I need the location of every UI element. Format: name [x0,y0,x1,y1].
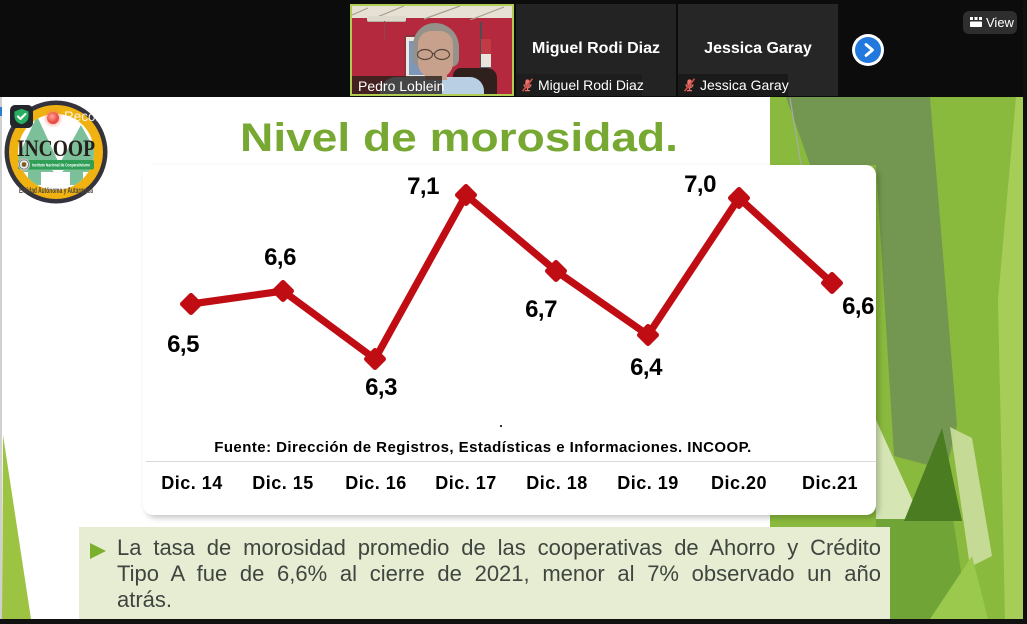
svg-text:Instituto Nacional de Cooperat: Instituto Nacional de Cooperativismo [32,163,90,169]
svg-text:Entidad Autónoma y Autarquica: Entidad Autónoma y Autarquica [19,186,93,195]
svg-text:INCOOP: INCOOP [17,136,95,161]
